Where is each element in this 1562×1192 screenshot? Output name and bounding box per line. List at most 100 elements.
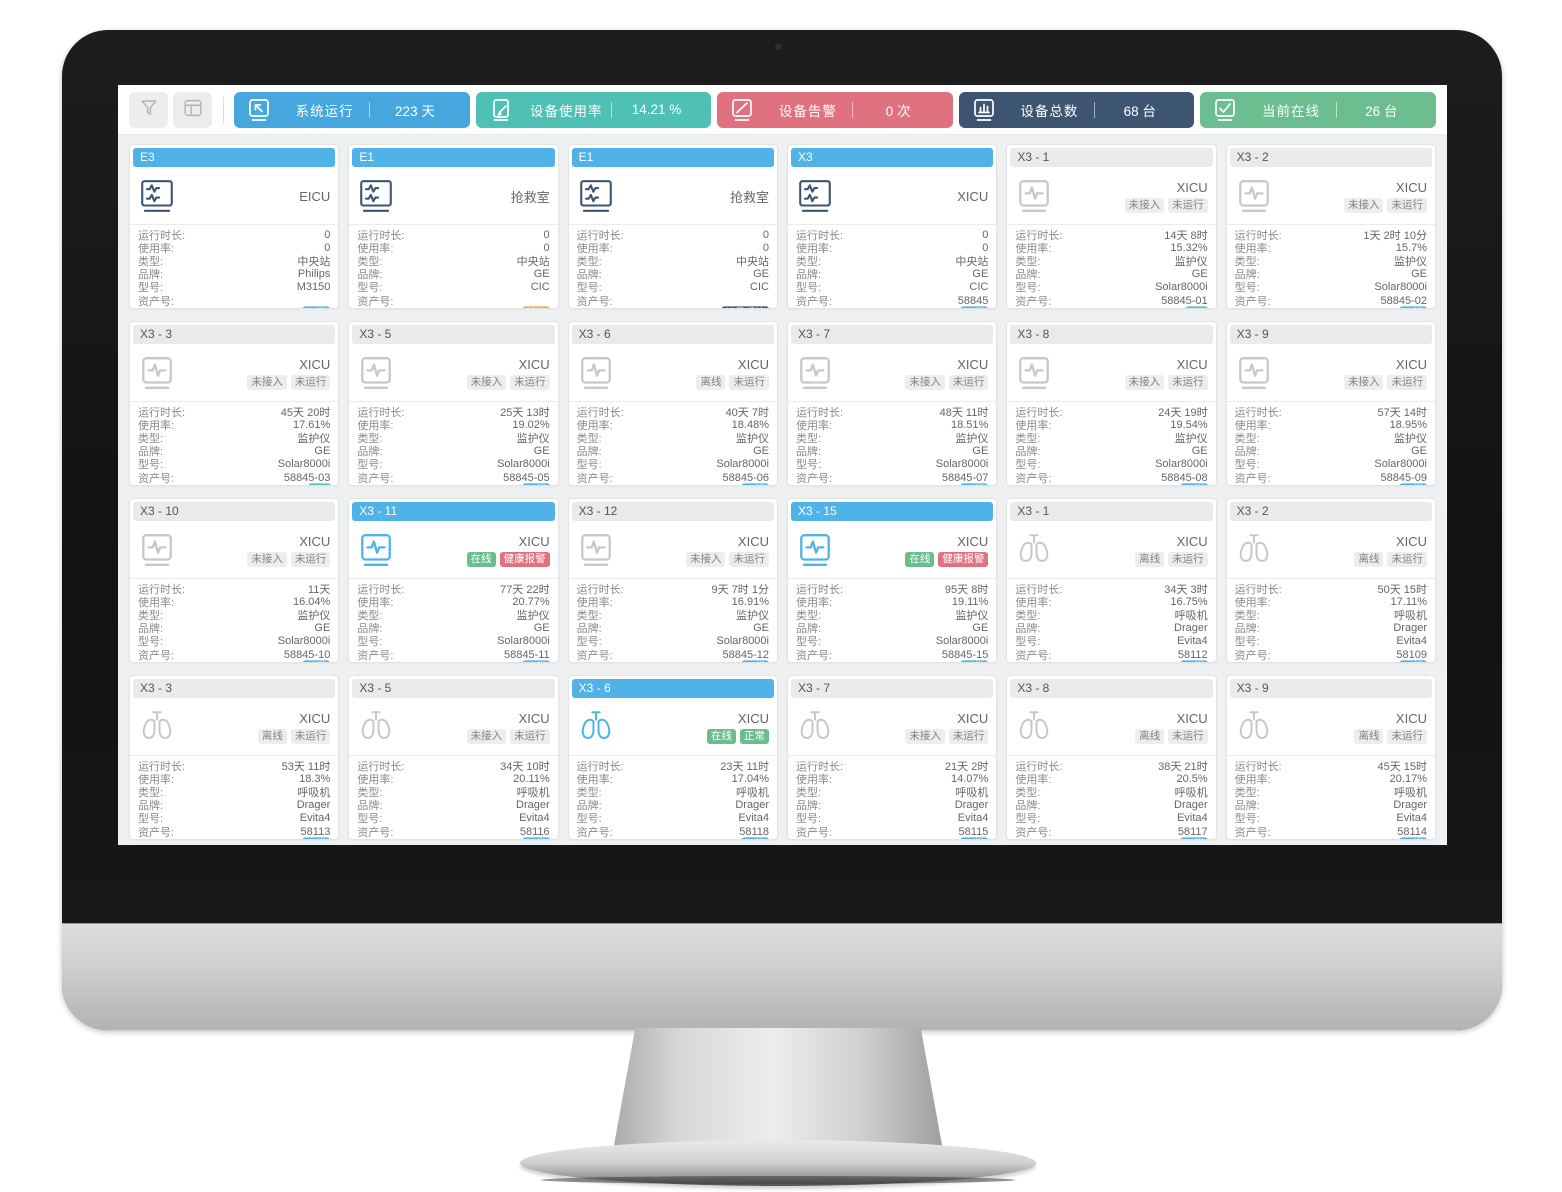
field-value-brand: GE: [533, 445, 550, 458]
device-location: XICU: [1395, 710, 1427, 726]
field-label-usage: 使用率:: [357, 242, 394, 255]
field-value-runtime: 11天: [307, 583, 331, 596]
field-label-asset: 资产号:: [138, 649, 175, 662]
field-label-maintenance: 维护状态:: [577, 660, 624, 662]
maintenance-badge: 正常: [741, 837, 769, 839]
device-card[interactable]: X3 - 7 XICU 未接入 未运行 运行时长: 48天 11时 使用率: 18.5…: [786, 321, 998, 486]
device-card[interactable]: X3 - 5 XICU 未接入 未运行 运行时长: 25天 13时 使用率: 19.0…: [348, 321, 559, 486]
field-label-brand: 品牌:: [138, 446, 164, 459]
status-badges: 离线 未运行: [1135, 728, 1208, 744]
status-badge: 未运行: [1168, 728, 1208, 744]
stat-label: 设备告警: [778, 103, 837, 119]
field-label-model: 型号:: [795, 813, 822, 826]
field-value-asset: 58845-08: [1161, 471, 1208, 484]
field-label-asset: 资产号:: [1015, 295, 1052, 308]
ventilator-icon: [796, 709, 842, 745]
field-label-usage: 使用率:: [1234, 242, 1271, 255]
field-label-usage: 使用率:: [795, 773, 833, 786]
field-label-type: 类型:: [576, 786, 602, 799]
field-label-maintenance: 维护状态:: [357, 837, 404, 839]
status-badge: 正常: [739, 728, 769, 744]
device-card[interactable]: X3 - 1 XICU 离线 未运行 运行时长: 34天 3时 使用率: 16.75%…: [1006, 498, 1217, 663]
stat-total-devices[interactable]: 设备总数 68 台: [958, 91, 1195, 128]
card-top-section: XICU 未接入 未运行: [349, 347, 558, 402]
field-label-runtime: 运行时长:: [138, 229, 186, 242]
device-card[interactable]: X3 - 15 XICU 在线 健康报警 运行时长: 95天 8时 使用率: 19.1…: [786, 498, 998, 663]
field-label-maintenance: 维护状态:: [1235, 483, 1282, 485]
device-card[interactable]: X3 - 9 XICU 未接入 未运行 运行时长: 57天 14时 使用率: 18.9…: [1225, 321, 1436, 486]
field-label-brand: 品牌:: [1234, 269, 1260, 282]
device-card[interactable]: X3 - 2 XICU 未接入 未运行 运行时长: 1天 2时 10分 使用率: 15…: [1225, 144, 1436, 309]
card-header: X3 - 12: [571, 502, 774, 521]
field-value-type: 中央站: [955, 255, 989, 268]
field-value-brand: GE: [753, 445, 769, 458]
field-label-type: 类型:: [138, 609, 164, 622]
field-label-type: 类型:: [357, 255, 383, 268]
layout-button[interactable]: [173, 91, 212, 128]
field-label-asset: 资产号:: [1015, 472, 1052, 485]
field-label-usage: 使用率:: [138, 419, 175, 432]
device-card[interactable]: E1 抢救室 运行时长: 0 使用率: 0 类型: 中央站 品牌: GE 型号: CIC …: [348, 144, 559, 309]
field-label-asset: 资产号:: [138, 826, 175, 839]
field-label-usage: 使用率:: [357, 773, 394, 786]
field-label-model: 型号:: [357, 282, 383, 295]
device-card[interactable]: X3 - 3 XICU 未接入 未运行 运行时长: 45天 20时 使用率: 17.6…: [129, 321, 340, 486]
field-label-usage: 使用率:: [138, 242, 175, 255]
card-top-section: XICU 未接入 未运行: [1226, 170, 1435, 225]
device-card[interactable]: X3 - 12 XICU 未接入 未运行 运行时长: 9天 7时 1分 使用率: 16…: [567, 498, 778, 663]
status-badge: 在线: [905, 551, 935, 567]
device-fields: 运行时长: 50天 15时 使用率: 17.11% 类型: 呼吸机 品牌: Drager…: [1227, 579, 1435, 662]
field-value-model: Solar8000i: [497, 458, 550, 471]
device-card[interactable]: X3 - 2 XICU 离线 未运行 运行时长: 50天 15时 使用率: 17.11…: [1225, 498, 1436, 663]
stat-alarms[interactable]: 设备告警 0 次: [717, 91, 953, 128]
device-card[interactable]: X3 - 10 XICU 未接入 未运行 运行时长: 11天 使用率: 16.04% …: [129, 498, 340, 663]
field-value-model: CIC: [750, 281, 769, 294]
status-badges: 未接入 未运行: [905, 728, 989, 744]
monitor-check-icon: [1210, 95, 1240, 125]
field-value-model: Evita4: [1177, 812, 1208, 825]
status-badge: 离线: [1135, 551, 1165, 567]
stat-separator: [610, 101, 612, 118]
stat-system-uptime[interactable]: 系统运行 223 天: [234, 91, 470, 128]
field-value-type: 中央站: [297, 255, 331, 268]
status-badge: 未运行: [510, 374, 550, 390]
card-top-section: XICU 在线 健康报警: [349, 524, 558, 579]
device-location: XICU: [518, 356, 550, 372]
field-value-runtime: 0: [762, 228, 769, 241]
field-value-type: 监护仪: [1393, 255, 1427, 268]
device-fields: 运行时长: 34天 3时 使用率: 16.75% 类型: 呼吸机 品牌: Drager …: [1007, 579, 1215, 662]
stat-usage-rate[interactable]: 设备使用率 14.21 %: [475, 91, 712, 128]
field-label-maintenance: 维护状态:: [796, 837, 843, 839]
card-top-section: XICU 未接入 未运行: [130, 524, 339, 579]
field-label-asset: 资产号:: [357, 649, 394, 662]
device-card[interactable]: X3 - 5 XICU 未接入 未运行 运行时长: 34天 10时 使用率: 20.1…: [348, 675, 559, 840]
device-location: XICU: [957, 533, 989, 549]
status-badge: 未运行: [510, 728, 550, 744]
device-card[interactable]: X3 - 7 XICU 未接入 未运行 运行时长: 21天 2时 使用率: 14.07…: [786, 675, 998, 840]
field-value-type: 中央站: [516, 255, 550, 268]
status-badge: 在线: [466, 551, 496, 567]
filter-button[interactable]: [129, 91, 168, 128]
device-card[interactable]: X3 - 11 XICU 在线 健康报警 运行时长: 77天 22时 使用率: 20.…: [348, 498, 559, 663]
device-card[interactable]: X3 - 8 XICU 未接入 未运行 运行时长: 24天 19时 使用率: 19.5…: [1006, 321, 1217, 486]
device-card[interactable]: X3 - 6 XICU 离线 未运行 运行时长: 40天 7时 使用率: 18.48%…: [567, 321, 778, 486]
device-card[interactable]: E1 抢救室 运行时长: 0 使用率: 0 类型: 中央站 品牌: GE 型号: CIC …: [567, 144, 778, 309]
card-top-section: XICU 未接入 未运行: [787, 347, 997, 402]
device-card[interactable]: X3 - 8 XICU 离线 未运行 运行时长: 38天 21时 使用率: 20.5%…: [1006, 675, 1217, 840]
field-value-usage: 0: [324, 241, 331, 254]
field-label-maintenance: 维护状态:: [577, 306, 624, 308]
device-fields: 运行时长: 48天 11时 使用率: 18.51% 类型: 监护仪 品牌: GE 型号:…: [788, 402, 996, 485]
device-card[interactable]: X3 - 9 XICU 离线 未运行 运行时长: 45天 15时 使用率: 20.17…: [1225, 675, 1436, 840]
field-value-usage: 18.3%: [299, 772, 331, 785]
device-card[interactable]: X3 XICU 运行时长: 0 使用率: 0 类型: 中央站 品牌: GE 型号: CIC…: [786, 144, 998, 309]
device-card[interactable]: X3 - 1 XICU 未接入 未运行 运行时长: 14天 8时 使用率: 15.32…: [1006, 144, 1217, 309]
ventilator-icon: [577, 709, 623, 745]
maintenance-badge: PM: [307, 483, 331, 485]
field-label-model: 型号:: [357, 813, 383, 826]
device-card[interactable]: X3 - 6 XICU 在线 正常 运行时长: 23天 11时 使用率: 17.04%…: [567, 675, 778, 840]
device-card[interactable]: X3 - 3 XICU 离线 未运行 运行时长: 53天 11时 使用率: 18.3%…: [129, 675, 340, 840]
stat-online[interactable]: 当前在线 26 台: [1200, 91, 1436, 128]
device-card[interactable]: E3 EICU 运行时长: 0 使用率: 0 类型: 中央站 品牌: Philips 型…: [129, 144, 340, 309]
field-label-brand: 品牌:: [138, 800, 164, 813]
patient-monitor-icon: [796, 355, 842, 391]
